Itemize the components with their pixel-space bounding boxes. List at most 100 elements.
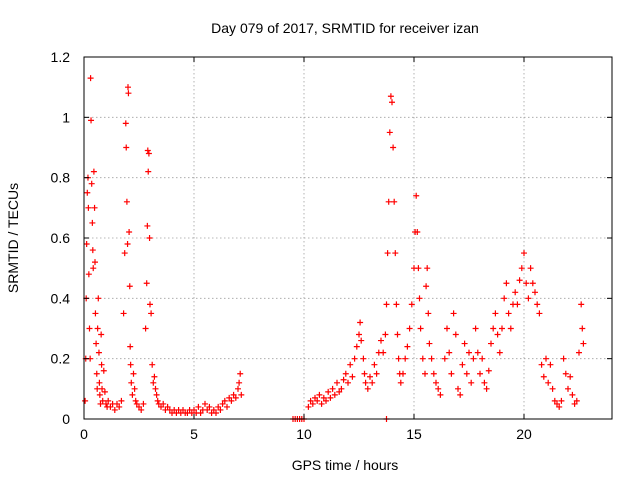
data-point (433, 379, 439, 386)
data-point (532, 289, 538, 296)
data-point (316, 391, 323, 398)
data-point (415, 265, 422, 272)
data-point (128, 379, 135, 386)
data-point (238, 391, 245, 398)
data-point (197, 409, 204, 416)
data-point (221, 397, 228, 404)
data-point (88, 117, 95, 124)
data-point (580, 340, 587, 347)
data-point (362, 379, 369, 386)
data-point (158, 403, 164, 410)
data-point (356, 331, 362, 338)
data-point (444, 325, 450, 332)
grid (84, 57, 612, 419)
x-axis-label: GPS time / hours (292, 457, 399, 473)
data-point (338, 385, 345, 392)
data-point (136, 403, 142, 410)
data-point (527, 265, 534, 272)
data-point (320, 394, 327, 401)
data-point (127, 343, 134, 350)
data-point (349, 373, 356, 380)
data-point (413, 192, 420, 199)
data-point (446, 349, 453, 356)
data-point (386, 129, 393, 136)
data-point (314, 397, 321, 404)
data-point (540, 373, 547, 380)
data-point (373, 370, 380, 377)
data-point (235, 385, 241, 392)
data-point (84, 189, 91, 196)
data-point (357, 319, 364, 326)
data-point (358, 337, 365, 344)
data-point (99, 397, 106, 404)
data-point (455, 385, 461, 392)
data-point (560, 355, 567, 362)
data-point (425, 310, 432, 317)
data-point (384, 250, 391, 257)
y-tick-label: 0.4 (51, 290, 71, 306)
data-point (423, 283, 430, 290)
x-tick-label: 20 (516, 426, 532, 442)
data-point (457, 391, 464, 398)
data-point (408, 301, 415, 308)
data-point (90, 265, 97, 272)
data-point (468, 379, 475, 386)
data-point (334, 379, 340, 386)
data-point (424, 265, 431, 272)
data-point (573, 397, 580, 404)
chart-title: Day 079 of 2017, SRMTID for receiver iza… (211, 20, 479, 36)
data-point (195, 403, 202, 410)
data-point (556, 403, 563, 410)
data-point (96, 391, 103, 398)
data-point (327, 394, 334, 401)
data-point (83, 241, 90, 248)
data-point (329, 385, 336, 392)
data-point (576, 349, 582, 356)
data-point (395, 355, 402, 362)
data-point (111, 406, 118, 413)
data-point (307, 397, 314, 404)
data-point (129, 391, 136, 398)
data-point (217, 406, 224, 413)
data-point (82, 397, 89, 404)
data-point (481, 379, 488, 386)
data-point (389, 99, 395, 106)
data-point (85, 204, 92, 211)
data-point (126, 228, 133, 235)
data-point (426, 340, 433, 347)
data-point (579, 325, 586, 332)
data-point (551, 397, 558, 404)
data-point (391, 198, 398, 205)
data-point (318, 400, 325, 407)
data-point (503, 280, 510, 287)
data-point (463, 370, 470, 377)
data-point (479, 355, 486, 362)
data-point (144, 147, 151, 154)
data-point (488, 340, 494, 347)
data-point (394, 331, 401, 338)
data-point (392, 250, 399, 257)
data-point (312, 394, 318, 401)
data-point (98, 361, 105, 368)
data-point (382, 331, 389, 338)
data-point (146, 235, 153, 241)
data-point (100, 367, 107, 374)
x-tick-label: 0 (80, 426, 88, 442)
data-point (151, 373, 158, 380)
data-point (360, 355, 367, 362)
data-point (367, 373, 373, 380)
x-tick-label: 15 (406, 426, 422, 442)
data-point (390, 144, 397, 151)
data-point (140, 400, 147, 407)
y-tick-label: 1 (62, 109, 70, 125)
data-point (230, 391, 237, 398)
data-point (512, 289, 519, 296)
data-point (152, 385, 159, 392)
data-point (565, 385, 571, 392)
data-point (514, 301, 521, 308)
data-point (534, 301, 541, 308)
data-point (191, 406, 197, 413)
data-point (406, 325, 413, 332)
data-points (82, 75, 587, 422)
data-point (142, 325, 149, 332)
